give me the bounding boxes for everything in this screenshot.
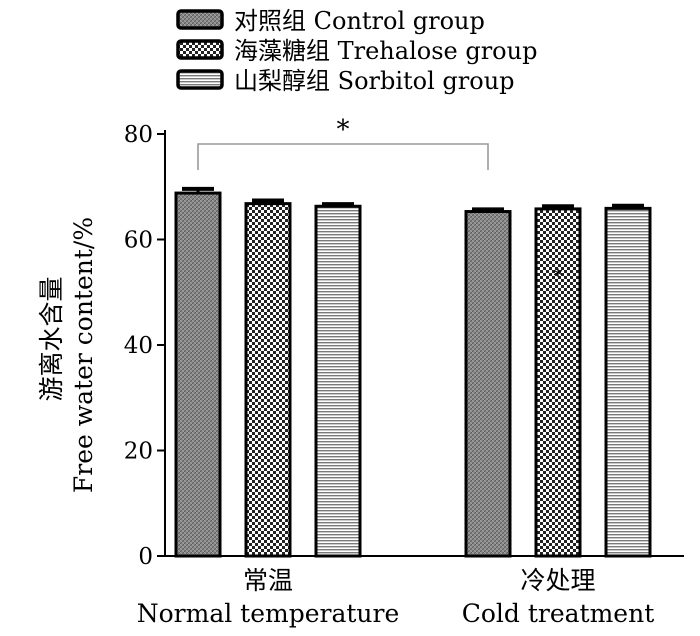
bar <box>464 210 512 558</box>
y-tick-label: 0 <box>138 544 153 570</box>
y-axis-label-en: Free water content/% <box>69 217 98 493</box>
y-tick-label: 60 <box>124 228 153 254</box>
legend-swatch <box>176 69 224 90</box>
y-axis-label-cn: 游离水含量 <box>37 276 66 401</box>
x-category-label-cn: 冷处理 <box>520 566 595 595</box>
x-category-label-en: Cold treatment <box>462 599 655 628</box>
bar-significance-mark: * <box>554 266 563 287</box>
significance-star: * <box>337 115 350 145</box>
bar <box>244 202 292 558</box>
x-category-label-en: Normal temperature <box>137 599 400 628</box>
legend-swatch <box>176 9 224 30</box>
bar <box>174 191 222 558</box>
y-tick-label: 80 <box>124 122 153 148</box>
legend-swatch <box>176 39 224 60</box>
legend-label: 山梨醇组 Sorbitol group <box>234 67 515 95</box>
significance-bracket <box>197 143 489 170</box>
y-tick-label: 20 <box>124 439 153 465</box>
bars <box>174 186 652 558</box>
bar <box>314 204 362 558</box>
bar <box>534 207 582 558</box>
x-category-label-cn: 常温 <box>243 566 293 595</box>
bar <box>604 206 652 558</box>
labels: 游离水含量 Free water content/% 常温 Normal temper… <box>37 115 654 628</box>
y-tick-label: 40 <box>124 333 153 359</box>
legend-label: 对照组 Control group <box>234 7 485 35</box>
legend-label: 海藻糖组 Trehalose group <box>234 37 537 65</box>
